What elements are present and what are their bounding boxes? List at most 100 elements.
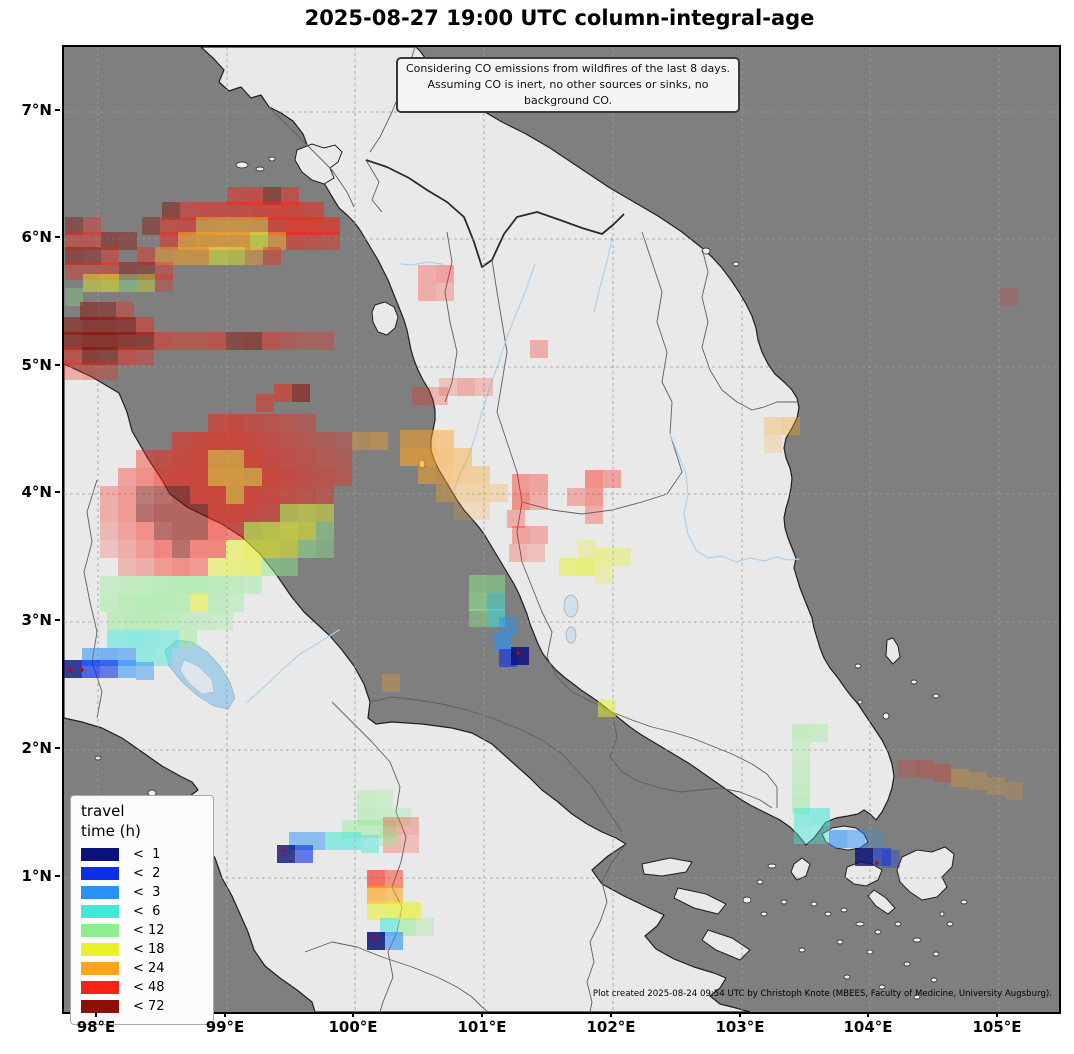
heatmap-cell [136, 317, 154, 335]
heatmap-cell [119, 232, 137, 250]
heatmap-cell [227, 187, 245, 205]
heatmap-cell [511, 647, 529, 665]
heatmap-cell [190, 594, 208, 612]
heatmap-cell [190, 332, 208, 350]
heatmap-cell [209, 247, 227, 265]
heatmap-cell [227, 247, 245, 265]
attribution-text: Plot created 2025-08-24 09:54 UTC by Chr… [592, 989, 1052, 999]
heatmap-cell [530, 526, 548, 544]
map-canvas [64, 47, 1059, 1012]
admin-border [521, 561, 778, 808]
heatmap-cell [244, 558, 262, 576]
heatmap-cell [83, 247, 101, 265]
heatmap-cell [400, 448, 418, 466]
heatmap-cell [280, 558, 298, 576]
heatmap-cell [234, 202, 252, 220]
heatmap-cell [196, 232, 214, 250]
heatmap-cell [82, 332, 100, 350]
x-tick-mark [481, 1012, 483, 1017]
heatmap-cell [493, 633, 511, 651]
heatmap-cell [812, 808, 830, 826]
heatmap-cell [64, 660, 82, 678]
heatmap-cell [172, 576, 190, 594]
y-tick-label: 6°N [21, 228, 53, 246]
heatmap-cell [792, 760, 810, 778]
heatmap-cell [418, 283, 436, 301]
river [399, 261, 443, 266]
heatmap-cell [137, 262, 155, 280]
admin-border [641, 231, 673, 435]
y-tick-mark [55, 747, 60, 749]
heatmap-cell [82, 660, 100, 678]
heatmap-cell [509, 544, 527, 562]
legend-swatch [81, 905, 119, 918]
heatmap-cell [208, 522, 226, 540]
admin-border [268, 106, 355, 208]
heatmap-cell [179, 612, 197, 630]
heatmap-cell [398, 918, 416, 936]
heatmap-cell [226, 540, 244, 558]
heatmap-cell [65, 288, 83, 306]
heatmap-cell [764, 417, 782, 435]
x-tick-label: 103°E [715, 1018, 765, 1036]
small-island [946, 921, 954, 927]
heatmap-cell [577, 558, 595, 576]
heatmap-cell [125, 612, 143, 630]
island [867, 889, 896, 915]
x-tick-label: 104°E [843, 1018, 893, 1036]
heatmap-cell [137, 274, 155, 292]
heatmap-cell [136, 662, 154, 680]
heatmap-cell [208, 558, 226, 576]
heatmap-cell [136, 347, 154, 365]
heatmap-cell [585, 470, 603, 488]
heatmap-cell [65, 247, 83, 265]
heatmap-cell [393, 808, 411, 826]
heatmap-cell [559, 558, 577, 576]
legend-row: < 1 [81, 845, 203, 864]
legend-row: < 48 [81, 978, 203, 997]
heatmap-cell [262, 540, 280, 558]
heatmap-cell [418, 448, 436, 466]
lake [565, 626, 577, 644]
heatmap-cell [378, 820, 396, 838]
y-tick-mark [55, 236, 60, 238]
small-island [780, 899, 788, 905]
x-tick-mark [224, 1012, 226, 1017]
heatmap-cell [214, 217, 232, 235]
heatmap-cell [250, 217, 268, 235]
heatmap-cell [107, 630, 125, 648]
heatmap-cell [383, 835, 401, 853]
heatmap-cell [226, 522, 244, 540]
heatmap-cell [436, 430, 454, 448]
heatmap-cell [172, 432, 190, 450]
heatmap-cell [136, 450, 154, 468]
heatmap-cell [268, 217, 286, 235]
heatmap-cell [457, 378, 475, 396]
heatmap-cell [292, 384, 310, 402]
heatmap-cell [136, 486, 154, 504]
heatmap-cell [252, 202, 270, 220]
heatmap-cell [367, 870, 385, 888]
x-tick-label: 102°E [586, 1018, 636, 1036]
small-island [913, 994, 921, 1000]
heatmap-cell [298, 468, 316, 486]
x-tick-mark [95, 1012, 97, 1017]
heatmap-cell [100, 522, 118, 540]
x-tick-mark [610, 1012, 612, 1017]
heatmap-cell [280, 468, 298, 486]
heatmap-cell [280, 540, 298, 558]
heatmap-cell [125, 630, 143, 648]
legend-swatch [81, 867, 119, 880]
y-tick-label: 5°N [21, 356, 53, 374]
heatmap-cell [280, 414, 298, 432]
heatmap-cell [118, 332, 136, 350]
legend-row: < 24 [81, 959, 203, 978]
heatmap-cell [118, 486, 136, 504]
heatmap-cell [322, 217, 340, 235]
heatmap-cell [64, 317, 82, 335]
heatmap-cell [100, 332, 118, 350]
heatmap-cell [361, 835, 379, 853]
heatmap-cell [214, 232, 232, 250]
heatmap-cell [810, 724, 828, 742]
heatmap-cell [83, 217, 101, 235]
